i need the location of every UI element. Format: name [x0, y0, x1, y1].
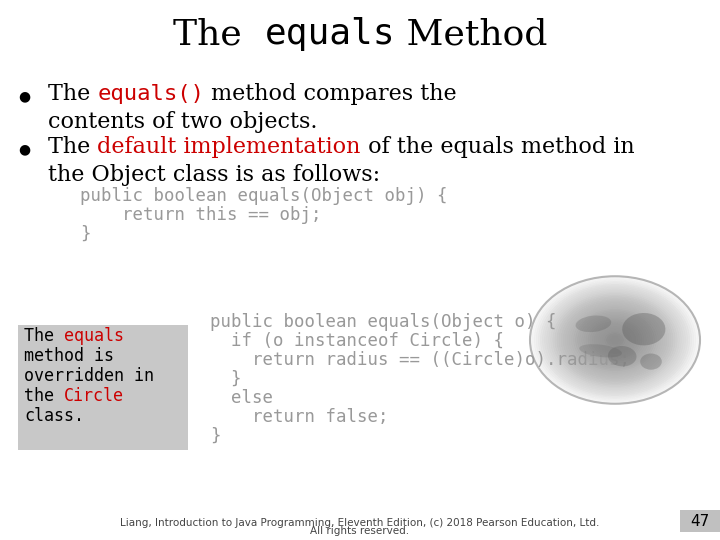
Ellipse shape: [608, 346, 636, 367]
Text: ●: ●: [18, 89, 30, 103]
Text: Circle: Circle: [64, 387, 124, 405]
Text: Method: Method: [395, 17, 547, 51]
Text: return radius == ((Circle)o).radius;: return radius == ((Circle)o).radius;: [210, 351, 630, 369]
Text: }: }: [210, 370, 241, 388]
Text: default implementation: default implementation: [97, 136, 361, 158]
Text: equals: equals: [64, 327, 124, 345]
Text: if (o instanceof Circle) {: if (o instanceof Circle) {: [210, 332, 504, 350]
Ellipse shape: [640, 354, 662, 370]
Text: public boolean equals(Object o) {: public boolean equals(Object o) {: [210, 313, 557, 331]
Ellipse shape: [622, 313, 665, 346]
Text: Liang, Introduction to Java Programming, Eleventh Edition, (c) 2018 Pearson Educ: Liang, Introduction to Java Programming,…: [120, 518, 600, 528]
Text: equals: equals: [264, 17, 395, 51]
Text: contents of two objects.: contents of two objects.: [48, 111, 318, 133]
Text: public boolean equals(Object obj) {: public boolean equals(Object obj) {: [80, 187, 448, 205]
Text: 47: 47: [690, 514, 710, 529]
Text: method compares the: method compares the: [204, 83, 457, 105]
Text: return this == obj;: return this == obj;: [80, 206, 322, 224]
Ellipse shape: [580, 344, 622, 357]
Ellipse shape: [575, 315, 611, 332]
Text: The: The: [48, 83, 97, 105]
Text: return false;: return false;: [210, 408, 389, 426]
Text: the: the: [24, 387, 64, 405]
Text: equals(): equals(): [97, 84, 204, 104]
Text: The: The: [48, 136, 97, 158]
FancyBboxPatch shape: [18, 325, 188, 450]
Text: }: }: [210, 427, 220, 445]
Text: the Object class is as follows:: the Object class is as follows:: [48, 164, 380, 186]
Text: else: else: [210, 389, 273, 407]
Text: method is: method is: [24, 347, 114, 365]
Text: of the equals method in: of the equals method in: [361, 136, 634, 158]
FancyBboxPatch shape: [680, 510, 720, 532]
Text: class.: class.: [24, 407, 84, 425]
Text: All rights reserved.: All rights reserved.: [310, 526, 410, 536]
Text: ●: ●: [18, 142, 30, 156]
Text: The: The: [173, 17, 264, 51]
Text: The: The: [24, 327, 64, 345]
Text: }: }: [80, 225, 91, 242]
Text: overridden in: overridden in: [24, 367, 154, 385]
